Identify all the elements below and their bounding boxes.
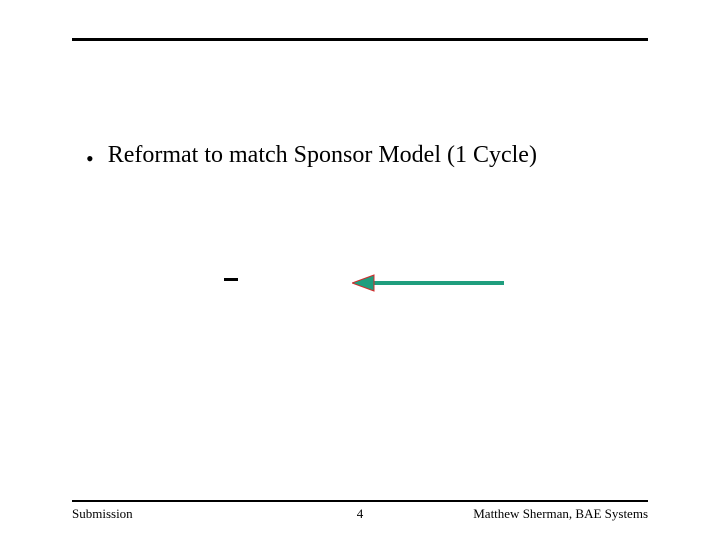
- bullet-text: Reformat to match Sponsor Model (1 Cycle…: [108, 142, 537, 169]
- top-rule: [72, 38, 648, 41]
- bullet-marker: •: [86, 148, 94, 170]
- bottom-rule: [72, 500, 648, 502]
- footer-author: Matthew Sherman, BAE Systems: [473, 506, 648, 522]
- bullet-item: • Reformat to match Sponsor Model (1 Cyc…: [86, 142, 537, 170]
- footer: Submission 4 Matthew Sherman, BAE System…: [72, 506, 648, 526]
- dash-mark: [224, 278, 238, 281]
- arrow-left-icon: [352, 273, 504, 293]
- arrow-left: [352, 273, 504, 293]
